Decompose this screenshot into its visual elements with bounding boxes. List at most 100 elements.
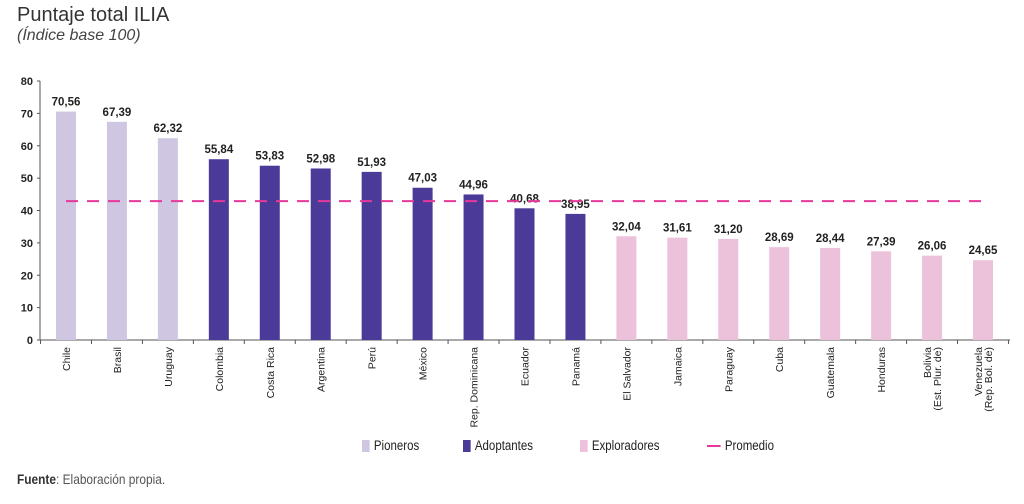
data-label: 24,65 [969,245,998,257]
y-tick-label: 70 [21,108,33,120]
category-label: El Salvador [621,347,633,401]
category-label-line: Cuba [774,347,786,372]
source-label: Fuente [17,471,57,487]
legend-swatch [579,439,588,452]
y-tick-label: 10 [21,303,33,315]
bar [973,260,993,340]
source-text: : Elaboración propia. [56,471,166,487]
category-label: Paraguay [723,346,735,392]
category-label: Cuba [774,347,786,372]
category-label: Jamaica [672,347,684,386]
category-label-line: Rep. Dominicana [469,347,481,428]
category-label-line: Colombia [214,347,226,392]
y-tick-label: 50 [21,173,33,185]
category-label-line: El Salvador [621,347,633,401]
bar [310,168,331,340]
data-label: 26,06 [918,241,947,253]
category-label-line: México [418,347,430,380]
data-label: 52,98 [306,153,335,165]
category-label: Brasil [112,347,124,373]
data-label: 31,61 [663,223,692,235]
data-label: 70,56 [52,97,81,109]
category-label: Bolivia(Est. Plur. de) [922,347,944,411]
bar [514,208,535,340]
category-label-line: Brasil [112,347,124,373]
bar [259,165,280,340]
category-label: Perú [367,347,379,369]
y-tick-label: 40 [21,206,33,218]
category-label-line: Perú [367,347,379,369]
bar [667,237,688,340]
bar [565,213,586,340]
category-label: Panamá [570,347,582,386]
bar [769,247,790,340]
data-label: 62,32 [153,123,182,135]
bar [922,255,943,340]
data-label: 51,93 [357,157,386,169]
y-tick-label: 0 [27,335,33,347]
category-label: Colombia [214,347,226,392]
category-label: Costa Rica [265,347,277,399]
category-label-line: Guatemala [825,347,837,399]
y-tick-label: 60 [21,141,33,153]
legend-pioneros: Pioneros [362,438,419,453]
data-label: 38,95 [561,199,590,211]
data-label: 53,83 [255,151,284,163]
category-label-line: Costa Rica [265,347,277,399]
data-label: 27,39 [867,236,896,248]
category-label-line: Venezuela [973,347,985,396]
category-label-line: Argentina [316,347,328,392]
category-label-line: Bolivia [922,347,934,378]
category-label: Ecuador [520,346,532,386]
data-label: 47,03 [408,173,437,185]
legend-label: Exploradores [591,438,660,453]
data-label: 67,39 [103,107,132,119]
bar [616,236,637,340]
legend-adoptantes: Adoptantes [463,438,533,453]
y-tick-label: 80 [21,76,33,88]
category-label: Guatemala [825,347,837,399]
y-tick-label: 20 [21,270,33,282]
legend-swatch [463,439,471,452]
chart-subtitle: (Índice base 100) [17,27,141,44]
bar [412,187,433,340]
legend-swatch [362,439,370,452]
bar [157,138,178,340]
data-label: 55,84 [204,144,233,156]
bar [208,159,229,340]
category-label-line: Chile [61,347,73,371]
legend-promedio: Promedio [707,438,774,453]
category-label: Uruguay [163,346,175,386]
data-label: 32,04 [612,221,641,233]
data-label: 44,96 [459,179,488,191]
category-label: Venezuela(Rep. Bol. de) [973,347,995,412]
legend-line [707,444,721,447]
legend-label: Adoptantes [475,438,534,453]
legend-exploradores: Exploradores [579,438,660,453]
legend: Pioneros Adoptantes Exploradores Promedi… [362,438,786,453]
category-label: Chile [61,347,73,371]
data-label: 40,68 [510,193,539,205]
bar [718,238,739,340]
legend-label: Pioneros [373,438,420,453]
data-label: 28,44 [816,233,845,245]
category-label-line: Uruguay [163,346,175,386]
source-note: Fuente: Elaboración propia. [17,471,165,487]
category-label-line: Panamá [570,347,582,386]
chart-title: Puntaje total ILIA [17,4,170,26]
category-label-line: Honduras [876,347,888,393]
category-label-line: Jamaica [672,347,684,386]
category-label: Argentina [316,347,328,392]
data-label: 31,20 [714,224,743,236]
category-label: Rep. Dominicana [469,347,481,428]
data-label: 28,69 [765,232,794,244]
bar [361,171,382,340]
bar [463,194,484,340]
category-label-line: (Rep. Bol. de) [983,347,995,412]
bar [106,121,127,340]
category-label: México [418,347,430,380]
category-label-line: (Est. Plur. de) [932,347,944,411]
legend-label: Promedio [725,438,775,453]
category-label-line: Ecuador [520,346,532,386]
